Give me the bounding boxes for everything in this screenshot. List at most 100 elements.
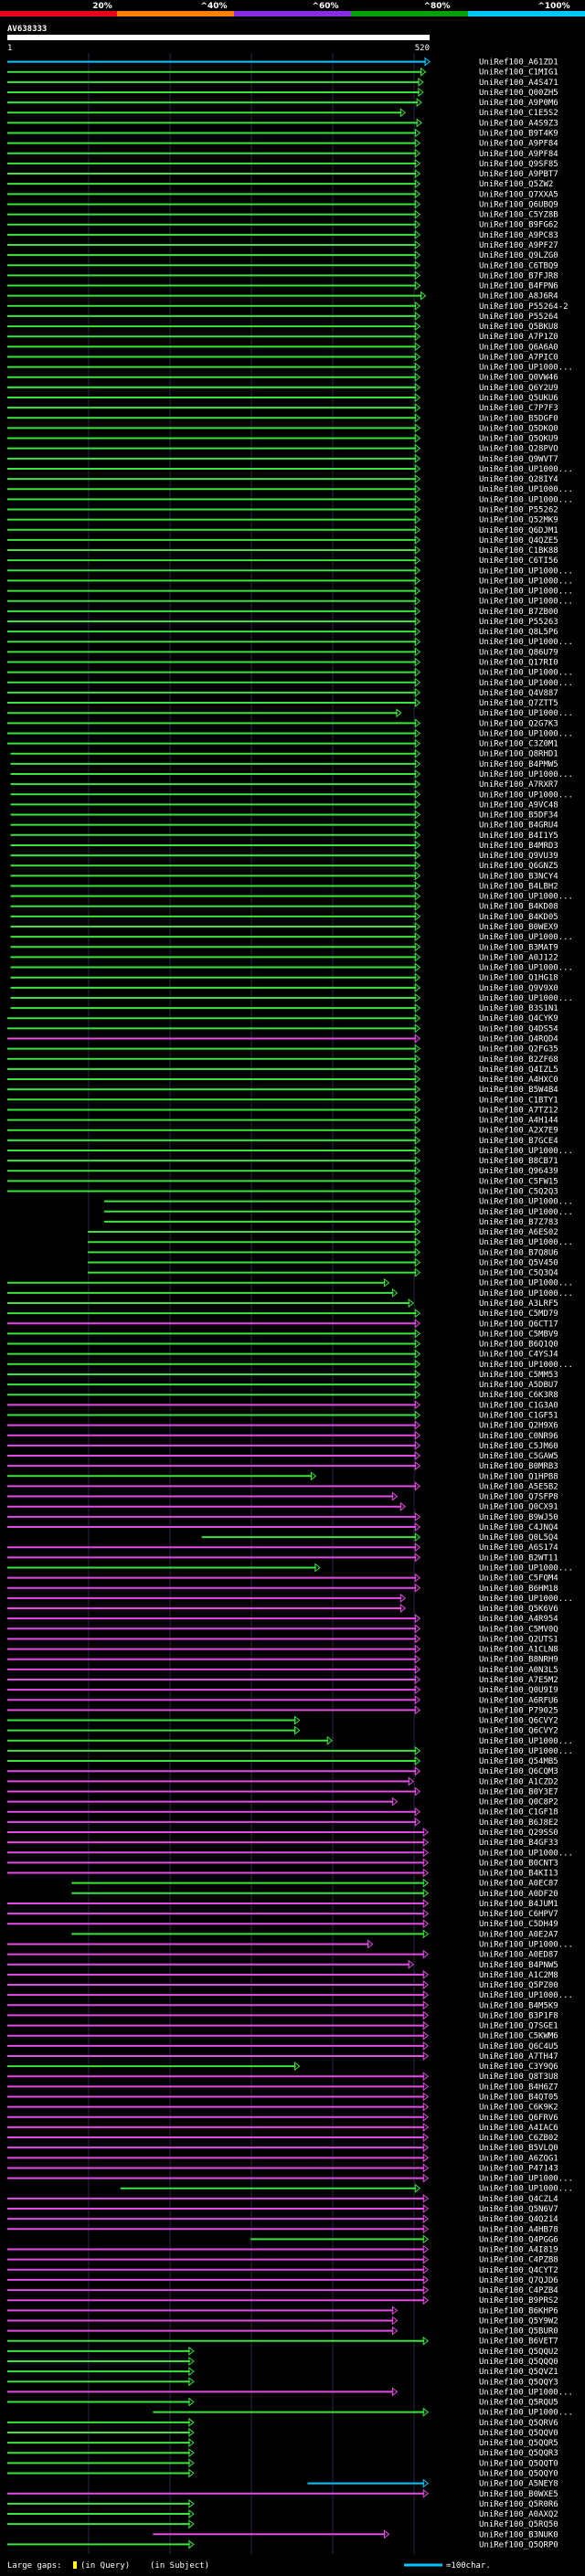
hit-label[interactable]: UniRef100_B4H6Z7 xyxy=(479,2083,558,2092)
hit-label[interactable]: UniRef100_Q52MK9 xyxy=(479,516,558,525)
hit-row[interactable]: UniRef100_B6Q1Q0 xyxy=(7,1339,558,1350)
hit-label[interactable]: UniRef100_B4JUM1 xyxy=(479,1900,558,1909)
hit-row[interactable]: UniRef100_Q7QJD6 xyxy=(7,2274,558,2285)
hit-row[interactable]: UniRef100_Q2UTS1 xyxy=(7,1634,558,1644)
hit-label[interactable]: UniRef100_B5W4B4 xyxy=(479,1086,558,1095)
hit-row[interactable]: UniRef100_C4YSJ4 xyxy=(7,1349,558,1360)
hit-label[interactable]: UniRef100_Q17RI0 xyxy=(479,659,558,668)
hit-label[interactable]: UniRef100_UP1000... xyxy=(479,790,573,800)
hit-row[interactable]: UniRef100_Q5V450 xyxy=(88,1257,558,1267)
hit-label[interactable]: UniRef100_B0MRB3 xyxy=(479,1462,558,1471)
hit-row[interactable]: UniRef100_Q4CYT2 xyxy=(7,2264,558,2275)
hit-row[interactable]: UniRef100_Q0C8P2 xyxy=(7,1797,558,1807)
hit-row[interactable]: UniRef100_A7TZ12 xyxy=(7,1105,558,1115)
hit-label[interactable]: UniRef100_C5MD79 xyxy=(479,1309,558,1319)
hit-label[interactable]: UniRef100_A9PF84 xyxy=(479,150,558,159)
hit-row[interactable]: UniRef100_C5DH49 xyxy=(7,1919,558,1929)
hit-row[interactable]: UniRef100_Q9SF85 xyxy=(7,158,558,169)
hit-label[interactable]: UniRef100_C1BTY1 xyxy=(479,1096,558,1105)
hit-label[interactable]: UniRef100_UP1000... xyxy=(479,638,573,647)
hit-row[interactable]: UniRef100_B8CB71 xyxy=(7,1156,558,1166)
hit-label[interactable]: UniRef100_Q5QRV6 xyxy=(479,2419,558,2428)
hit-label[interactable]: UniRef100_A4I819 xyxy=(479,2246,558,2255)
hit-row[interactable]: UniRef100_UP1000... xyxy=(7,1593,573,1604)
hit-label[interactable]: UniRef100_UP1000... xyxy=(479,893,573,902)
hit-row[interactable]: UniRef100_Q8RHD1 xyxy=(10,748,558,759)
hit-row[interactable]: UniRef100_Q86U79 xyxy=(7,647,558,657)
hit-row[interactable]: UniRef100_Q5BUR0 xyxy=(7,2326,558,2337)
hit-label[interactable]: UniRef100_C5JM60 xyxy=(479,1442,558,1451)
hit-row[interactable]: UniRef100_UP1000... xyxy=(7,2173,573,2184)
hit-row[interactable]: UniRef100_P55264 xyxy=(7,311,558,322)
hit-label[interactable]: UniRef100_B4KD05 xyxy=(479,913,558,922)
hit-label[interactable]: UniRef100_C5Q3Q4 xyxy=(479,1269,558,1278)
hit-label[interactable]: UniRef100_P55262 xyxy=(479,505,558,514)
hit-label[interactable]: UniRef100_Q5RQU5 xyxy=(479,2399,558,2408)
hit-row[interactable]: UniRef100_Q6CVY2 xyxy=(7,1725,558,1736)
hit-label[interactable]: UniRef100_UP1000... xyxy=(479,933,573,942)
hit-row[interactable]: UniRef100_A1CLN8 xyxy=(7,1644,558,1655)
hit-row[interactable]: UniRef100_C6ZB02 xyxy=(7,2133,558,2143)
hit-row[interactable]: UniRef100_Q4QZE5 xyxy=(7,535,558,546)
hit-row[interactable]: UniRef100_C5YZ8B xyxy=(7,209,558,220)
hit-label[interactable]: UniRef100_UP1000... xyxy=(479,1289,573,1299)
hit-row[interactable]: UniRef100_UP1000... xyxy=(10,790,573,800)
hit-row[interactable]: UniRef100_A5NEY8 xyxy=(307,2478,558,2489)
hit-row[interactable]: UniRef100_B7ZB00 xyxy=(7,606,558,617)
hit-row[interactable]: UniRef100_UP1000... xyxy=(7,1848,573,1858)
hit-row[interactable]: UniRef100_B8NRH9 xyxy=(7,1654,558,1665)
hit-row[interactable]: UniRef100_B4PMW5 xyxy=(10,758,558,769)
hit-row[interactable]: UniRef100_Q5QQQ0 xyxy=(7,2356,558,2367)
hit-row[interactable]: UniRef100_UP1000... xyxy=(7,1277,573,1288)
hit-label[interactable]: UniRef100_Q4Q214 xyxy=(479,2215,558,2224)
hit-label[interactable]: UniRef100_Q9LZG0 xyxy=(479,251,558,260)
hit-label[interactable]: UniRef100_Q5QQY3 xyxy=(479,2378,558,2387)
hit-label[interactable]: UniRef100_C3Z0M1 xyxy=(479,740,558,749)
hit-label[interactable]: UniRef100_C5MBV9 xyxy=(479,1330,558,1339)
hit-row[interactable]: UniRef100_A4S9Z3 xyxy=(7,118,558,128)
hit-row[interactable]: UniRef100_B4LBH2 xyxy=(10,881,558,891)
hit-row[interactable]: UniRef100_A4IAC6 xyxy=(7,2122,558,2133)
hit-label[interactable]: UniRef100_Q7XXA5 xyxy=(479,190,558,199)
hit-label[interactable]: UniRef100_Q28IY4 xyxy=(479,475,558,484)
hit-row[interactable]: UniRef100_B4I1Y5 xyxy=(10,830,558,841)
hit-label[interactable]: UniRef100_B8NRH9 xyxy=(479,1656,558,1665)
hit-row[interactable]: UniRef100_C6TBQ9 xyxy=(7,260,558,270)
hit-row[interactable]: UniRef100_A9PF84 xyxy=(7,138,558,149)
hit-label[interactable]: UniRef100_Q6DJM1 xyxy=(479,526,558,535)
hit-label[interactable]: UniRef100_A9PBT7 xyxy=(479,170,558,179)
hit-label[interactable]: UniRef100_C4JNQ4 xyxy=(479,1523,558,1532)
hit-row[interactable]: UniRef100_Q17RI0 xyxy=(7,657,558,668)
hit-row[interactable]: UniRef100_Q5R0R6 xyxy=(7,2498,558,2509)
hit-label[interactable]: UniRef100_Q5QQT0 xyxy=(479,2459,558,2468)
hit-row[interactable]: UniRef100_Q5BKU8 xyxy=(7,322,558,332)
hit-label[interactable]: UniRef100_A7P1Z0 xyxy=(479,333,558,342)
hit-label[interactable]: UniRef100_B9T4K9 xyxy=(479,130,558,139)
hit-label[interactable]: UniRef100_Q7SFP8 xyxy=(479,1493,558,1502)
hit-label[interactable]: UniRef100_Q6CVY2 xyxy=(479,1717,558,1726)
hit-label[interactable]: UniRef100_Q5QVZ1 xyxy=(479,2368,558,2377)
hit-label[interactable]: UniRef100_B4KD08 xyxy=(479,903,558,912)
hit-row[interactable]: UniRef100_C4JNQ4 xyxy=(7,1521,558,1532)
hit-label[interactable]: UniRef100_A9PC83 xyxy=(479,231,558,240)
hit-label[interactable]: UniRef100_Q5QQR5 xyxy=(479,2439,558,2448)
hit-label[interactable]: UniRef100_UP1000... xyxy=(479,465,573,474)
hit-row[interactable]: UniRef100_Q5QKU9 xyxy=(7,433,558,444)
hit-row[interactable]: UniRef100_Q54MB5 xyxy=(7,1756,558,1766)
hit-row[interactable]: UniRef100_A2X7E9 xyxy=(7,1125,558,1136)
hit-row[interactable]: UniRef100_C5MBV9 xyxy=(7,1329,558,1339)
hit-label[interactable]: UniRef100_B3NUK0 xyxy=(479,2530,558,2539)
hit-label[interactable]: UniRef100_Q6C4U5 xyxy=(479,2042,558,2051)
hit-row[interactable]: UniRef100_Q6DJM1 xyxy=(7,525,558,535)
hit-label[interactable]: UniRef100_Q4IZL5 xyxy=(479,1065,558,1075)
hit-label[interactable]: UniRef100_B7ZB00 xyxy=(479,608,558,617)
hit-row[interactable]: UniRef100_C4PZB4 xyxy=(7,2285,558,2295)
hit-label[interactable]: UniRef100_P55264 xyxy=(479,313,558,322)
hit-row[interactable]: UniRef100_A4R954 xyxy=(7,1614,558,1624)
hit-row[interactable]: UniRef100_A7RXR7 xyxy=(10,779,558,790)
hit-label[interactable]: UniRef100_Q28PVO xyxy=(479,445,558,454)
hit-label[interactable]: UniRef100_Q4CYK9 xyxy=(479,1014,558,1023)
hit-row[interactable]: UniRef100_Q0VW46 xyxy=(7,372,558,383)
hit-label[interactable]: UniRef100_B4PMW5 xyxy=(479,760,558,769)
hit-row[interactable]: UniRef100_B9T4K9 xyxy=(7,128,558,139)
